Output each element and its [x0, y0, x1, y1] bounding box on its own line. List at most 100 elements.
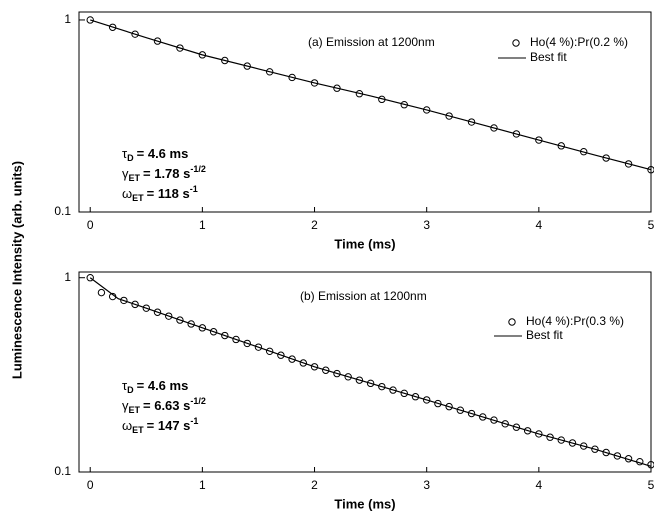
x-axis-label: Time (ms): [334, 496, 395, 511]
parameter: γET = 1.78 s-1/2: [122, 164, 206, 183]
fit-line: [89, 277, 652, 467]
x-tick-label: 5: [648, 478, 654, 492]
data-point: [602, 448, 610, 457]
data-point: [400, 389, 408, 398]
parameter-value: = 118 s: [147, 186, 190, 201]
data-point: [232, 335, 240, 344]
plot-frame: [78, 11, 652, 213]
data-point: [198, 324, 207, 332]
legend-label: Ho(4 %):Pr(0.3 %): [526, 314, 624, 328]
legend-label: Best fit: [530, 50, 567, 64]
data-point: [288, 73, 296, 82]
parameter-superscript: -1: [190, 416, 198, 426]
y-tick-label: 0.1: [54, 204, 71, 218]
parameter: ωET = 147 s-1: [122, 416, 198, 435]
data-point: [187, 320, 195, 328]
parameter-value: = 1.78 s: [143, 166, 190, 181]
data-point: [333, 84, 341, 92]
x-tick-label: 1: [199, 478, 206, 492]
data-point: [265, 347, 274, 356]
data-point: [344, 373, 352, 381]
data-point: [591, 445, 599, 453]
data-point: [411, 393, 420, 401]
data-point: [456, 406, 465, 414]
data-point: [490, 416, 498, 424]
data-point: [277, 351, 285, 359]
x-tick-label: 2: [311, 218, 318, 232]
data-point: [557, 436, 565, 444]
x-tick-label: 2: [311, 478, 318, 492]
data-point: [310, 363, 319, 371]
data-point: [467, 409, 476, 418]
data-point: [131, 30, 139, 38]
legend-label: Ho(4 %):Pr(0.2 %): [530, 35, 628, 49]
parameter-symbol: ω: [122, 418, 132, 433]
parameter: ωET = 118 s-1: [122, 184, 198, 203]
data-point: [131, 300, 139, 309]
data-point: [624, 160, 633, 168]
parameter-value: = 6.63 s: [143, 398, 190, 413]
data-point: [153, 308, 162, 316]
data-point: [467, 118, 476, 126]
data-point: [422, 396, 431, 404]
parameter-value: = 4.6 ms: [137, 378, 189, 393]
parameter-superscript: -1/2: [190, 164, 206, 174]
data-point: [523, 427, 532, 435]
data-point: [176, 316, 184, 324]
parameter-superscript: -1/2: [190, 396, 206, 406]
data-point: [86, 16, 94, 24]
x-tick-label: 3: [423, 218, 430, 232]
data-point: [254, 343, 263, 351]
data-point: [265, 68, 274, 76]
plot-frame: [78, 271, 652, 473]
y-axis-label: Luminescence Intensity (arb. units): [9, 161, 24, 379]
data-point: [422, 106, 431, 114]
data-point: [647, 166, 654, 174]
data-point: [310, 79, 319, 87]
parameter-symbol: τ: [122, 146, 128, 161]
data-point: [613, 452, 622, 460]
parameter-subscript: ET: [132, 425, 144, 435]
x-tick-label: 1: [199, 218, 206, 232]
data-point: [445, 402, 453, 411]
data-point: [568, 439, 577, 447]
parameter-subscript: ET: [129, 405, 141, 415]
y-tick-label: 0.1: [54, 464, 71, 478]
data-point: [209, 328, 218, 336]
x-tick-label: 4: [535, 478, 542, 492]
data-point: [602, 154, 610, 162]
parameter-superscript: -1: [190, 184, 198, 194]
x-tick-label: 5: [648, 218, 654, 232]
data-point: [97, 288, 106, 297]
data-point: [288, 355, 296, 363]
data-point: [512, 423, 521, 431]
x-tick-label: 0: [87, 478, 94, 492]
parameter-subscript: ET: [132, 193, 144, 203]
data-point: [366, 379, 375, 388]
parameter-subscript: ET: [129, 173, 141, 183]
parameter-symbol: τ: [122, 378, 128, 393]
parameter-symbol: ω: [122, 186, 132, 201]
data-point: [221, 331, 229, 340]
fit-line: [90, 19, 652, 171]
data-point: [557, 142, 565, 150]
data-point: [580, 442, 588, 450]
parameter-value: = 147 s: [147, 418, 191, 433]
parameter-symbol: γ: [122, 398, 129, 413]
legend-marker: [512, 39, 520, 47]
parameter: τD = 4.6 ms: [122, 378, 188, 395]
data-point: [176, 44, 184, 52]
data-point: [153, 37, 162, 45]
parameter: τD = 4.6 ms: [122, 146, 188, 163]
data-point: [434, 399, 442, 408]
panel-title: (a) Emission at 1200nm: [308, 35, 435, 49]
data-point: [322, 366, 330, 374]
x-tick-label: 4: [535, 218, 542, 232]
data-point: [142, 304, 150, 312]
parameter-value: = 4.6 ms: [137, 146, 189, 161]
data-point: [86, 274, 94, 282]
parameter: γET = 6.63 s-1/2: [122, 396, 206, 415]
parameter-subscript: D: [127, 153, 134, 163]
data-point: [535, 136, 543, 144]
